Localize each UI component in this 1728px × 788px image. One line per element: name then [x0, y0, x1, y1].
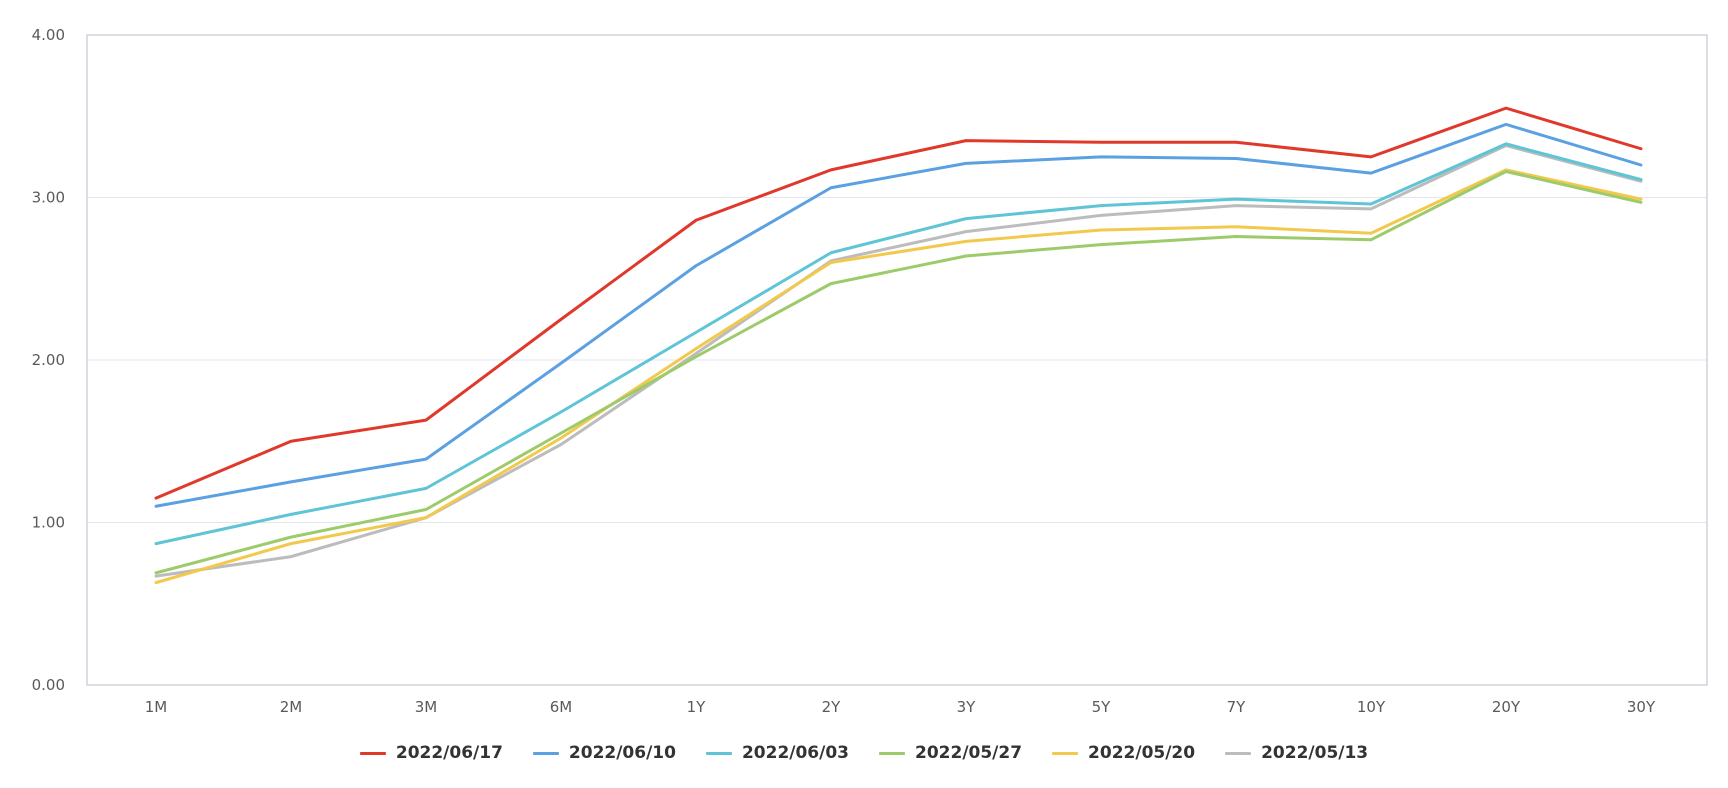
legend-item[interactable]: 2022/05/20: [1052, 743, 1195, 763]
x-tick-label: 10Y: [1357, 698, 1386, 716]
series-line: [154, 144, 1643, 578]
x-axis-tick-labels: 1M 2M 3M 6M 1Y 2Y 3Y 5Y 7Y 10Y 20Y 30Y: [145, 698, 1656, 716]
legend-label: 2022/05/27: [915, 743, 1023, 763]
legend-label: 2022/06/17: [395, 743, 503, 763]
y-tick-label: 4.00: [32, 26, 65, 44]
legend-swatch: [359, 751, 386, 755]
legend-label: 2022/05/20: [1088, 743, 1196, 763]
x-tick-label: 20Y: [1492, 698, 1521, 716]
legend-item[interactable]: 2022/06/03: [705, 743, 849, 763]
series-line: [154, 122, 1643, 508]
legend-item[interactable]: 2022/06/17: [359, 743, 503, 763]
x-tick-label: 2M: [280, 698, 303, 716]
x-tick-label: 2Y: [822, 698, 842, 716]
y-tick-label: 1.00: [32, 514, 65, 532]
legend-swatch: [532, 751, 559, 755]
x-tick-label: 7Y: [1227, 698, 1247, 716]
legend-swatch: [705, 751, 732, 755]
x-tick-label: 6M: [550, 698, 573, 716]
legend-item[interactable]: 2022/05/13: [1225, 743, 1368, 763]
legend-label: 2022/06/03: [741, 743, 849, 763]
y-tick-label: 3.00: [32, 189, 65, 207]
x-tick-label: 3Y: [957, 698, 977, 716]
y-tick-label: 0.00: [32, 676, 65, 694]
y-tick-label: 2.00: [32, 351, 65, 369]
series-line: [154, 142, 1643, 546]
x-tick-label: 30Y: [1627, 698, 1656, 716]
x-tick-label: 5Y: [1092, 698, 1112, 716]
legend-label: 2022/06/10: [568, 743, 676, 763]
x-tick-label: 3M: [415, 698, 438, 716]
plot-frame: [86, 34, 1708, 686]
x-tick-label: 1Y: [687, 698, 707, 716]
legend-item[interactable]: 2022/05/27: [879, 743, 1022, 763]
legend-swatch: [879, 751, 905, 755]
series-line: [154, 106, 1643, 500]
x-tick-label: 1M: [145, 698, 168, 716]
series-line: [154, 168, 1643, 585]
legend-swatch: [1052, 751, 1079, 755]
legend: 2022/06/17 2022/06/10 2022/06/03 2022/05/27…: [0, 738, 1728, 768]
series-line: [154, 170, 1643, 575]
series-lines: [154, 106, 1643, 585]
legend-item[interactable]: 2022/06/10: [532, 743, 676, 763]
legend-label: 2022/05/13: [1261, 743, 1369, 763]
y-axis-tick-labels: 0.00 1.00 2.00 3.00 4.00: [32, 26, 65, 694]
legend-swatch: [1225, 751, 1252, 755]
line-chart: 0.001.002.003.004.00 1M 2M 3M 6M 1Y 2Y 3Y 5Y 7Y 1…: [32, 26, 1708, 716]
